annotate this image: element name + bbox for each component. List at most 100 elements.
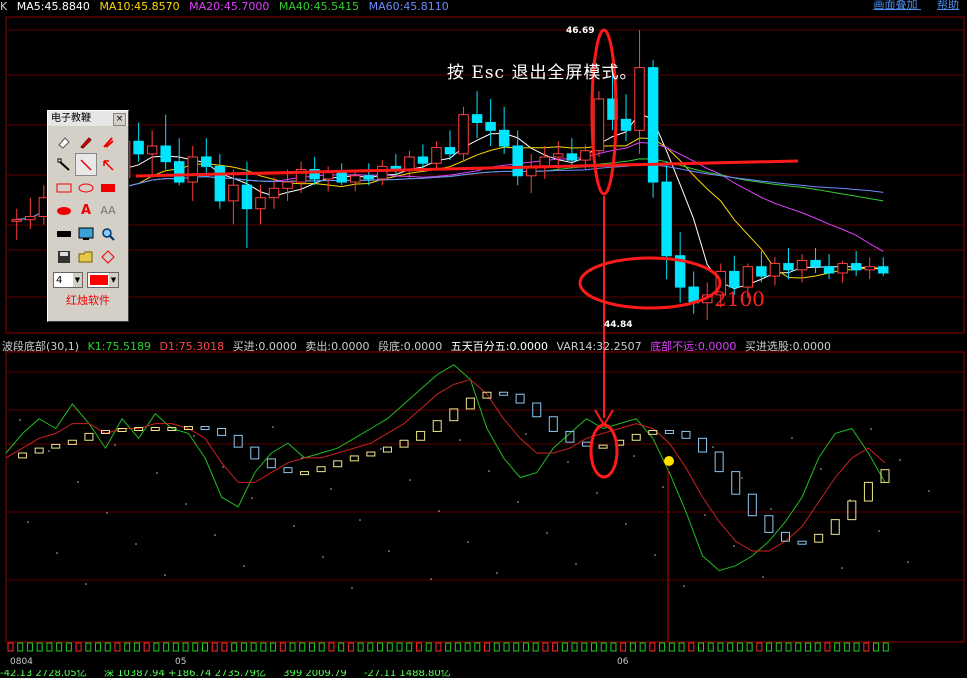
volume-bar xyxy=(56,642,63,652)
ma40-label: MA40:45.5415 xyxy=(278,0,360,13)
text-gray-icon[interactable]: AA xyxy=(100,204,116,217)
dot xyxy=(272,426,274,428)
volume-bar xyxy=(114,642,121,652)
dot xyxy=(596,492,598,494)
volume-bar xyxy=(610,642,617,652)
candle-body xyxy=(620,118,632,131)
toolbox-titlebar[interactable]: 电子教鞭 × xyxy=(48,111,128,126)
esc-fullscreen-hint: 按 Esc 退出全屏模式。 xyxy=(447,63,638,83)
chevron-down-icon: ▼ xyxy=(109,273,118,287)
volume-bar xyxy=(746,642,753,652)
candle-body xyxy=(160,145,171,163)
step-box xyxy=(515,393,525,404)
dot xyxy=(762,576,764,578)
step-box xyxy=(830,519,840,535)
volume-bar xyxy=(7,642,14,652)
brush-icon[interactable] xyxy=(97,130,119,153)
volume-bar xyxy=(36,642,43,652)
rect-black-icon[interactable] xyxy=(53,222,75,245)
ellipse-fill-icon[interactable] xyxy=(53,199,75,222)
volume-bar xyxy=(707,642,714,652)
candle-body xyxy=(769,263,781,277)
dot xyxy=(409,479,411,481)
volume-bar xyxy=(202,642,209,652)
candle-body xyxy=(214,165,226,202)
volume-bar xyxy=(454,642,461,652)
volume-bar xyxy=(513,642,520,652)
volume-bar xyxy=(484,642,491,652)
save-icon[interactable] xyxy=(53,245,75,268)
eraser-icon[interactable] xyxy=(53,130,75,153)
volume-bar xyxy=(415,642,422,652)
step-box xyxy=(167,427,177,432)
dot xyxy=(575,563,577,565)
dot xyxy=(164,574,166,576)
step-box xyxy=(432,420,442,432)
candle-body xyxy=(228,184,239,202)
zoom-icon[interactable] xyxy=(97,222,119,245)
color-swatch xyxy=(90,275,108,285)
dot xyxy=(928,490,930,492)
dot xyxy=(625,523,627,525)
color-select[interactable]: ▼ xyxy=(87,272,119,288)
dot xyxy=(77,481,79,483)
x-axis-label-06: 06 xyxy=(617,657,629,667)
candle-body xyxy=(268,187,280,199)
arrow-icon[interactable] xyxy=(97,153,119,176)
dot xyxy=(27,521,29,523)
candle-body xyxy=(729,270,740,288)
step-box xyxy=(117,428,127,432)
ellipse-outline-icon[interactable] xyxy=(75,176,97,199)
volume-bar xyxy=(727,642,734,652)
close-icon[interactable]: × xyxy=(113,113,126,126)
candle-body xyxy=(566,153,578,161)
volume-bar xyxy=(824,642,831,652)
step-box xyxy=(316,466,326,473)
candle-body xyxy=(322,172,334,180)
candle-body xyxy=(187,156,199,183)
step-box xyxy=(416,430,426,441)
step-box xyxy=(681,430,691,439)
candle-body xyxy=(241,184,253,210)
volume-bar xyxy=(814,642,821,652)
open-icon[interactable] xyxy=(75,245,97,268)
pen-icon[interactable] xyxy=(75,130,97,153)
e-pointer-toolbox[interactable]: 电子教鞭 × A AA 4 ▼ ▼ 红烛软件 xyxy=(47,110,129,322)
volume-bar xyxy=(736,642,743,652)
volume-bar xyxy=(697,642,704,652)
diamond-icon[interactable] xyxy=(97,245,119,268)
candle-body xyxy=(580,150,591,161)
candle-body xyxy=(877,266,889,274)
volume-bar xyxy=(143,642,150,652)
dot xyxy=(388,550,390,552)
candle-body xyxy=(539,156,551,167)
rect-outline-icon[interactable] xyxy=(53,176,75,199)
step-box xyxy=(382,446,392,453)
low-price-label: 44.84 xyxy=(604,320,632,330)
volume-bar xyxy=(425,642,432,652)
help-link[interactable]: 帮助 xyxy=(937,0,959,11)
x-axis-label-05: 05 xyxy=(175,657,186,667)
text-red-icon[interactable]: A xyxy=(80,203,92,218)
grid-lines xyxy=(6,29,964,581)
dot xyxy=(496,572,498,574)
dot xyxy=(704,514,706,516)
candle-body xyxy=(417,156,429,164)
ma60-label: MA60:45.8110 xyxy=(368,0,449,13)
volume-bar xyxy=(571,642,578,652)
volume-bar xyxy=(522,642,529,652)
line-width-select[interactable]: 4 ▼ xyxy=(53,272,83,288)
status-item: 399 2009.79 xyxy=(283,670,347,678)
rect-fill-icon[interactable] xyxy=(97,176,119,199)
ma60-line xyxy=(16,163,884,221)
overlay-link[interactable]: 画面叠加 xyxy=(873,0,918,11)
five-day-value: 五天百分五:0.0000 xyxy=(450,340,548,353)
step-box xyxy=(465,397,475,410)
candle-body xyxy=(593,98,605,152)
screen-icon[interactable] xyxy=(75,222,97,245)
step-box xyxy=(631,433,641,441)
pointer-line-icon[interactable] xyxy=(75,153,97,176)
line-icon[interactable] xyxy=(53,153,75,176)
dot xyxy=(19,419,21,421)
